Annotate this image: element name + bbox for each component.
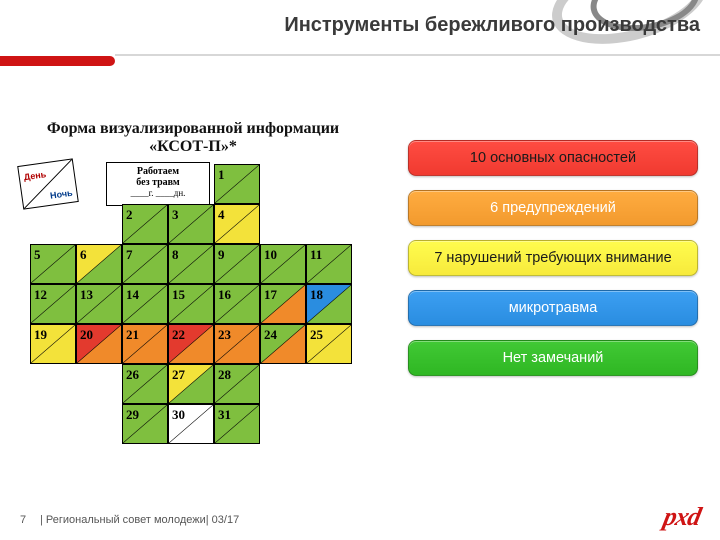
cell-number: 13 — [80, 287, 93, 303]
calendar-cell-31: 31 — [214, 404, 260, 444]
day-night-box: День Ночь — [17, 158, 79, 209]
calendar-cell-12: 12 — [30, 284, 76, 324]
cell-number: 16 — [218, 287, 231, 303]
calendar-cell-20: 20 — [76, 324, 122, 364]
cell-number: 24 — [264, 327, 277, 343]
workbox-line3: ____г. ____дн. — [107, 188, 209, 198]
calendar-cell-25: 25 — [306, 324, 352, 364]
calendar-cell-24: 24 — [260, 324, 306, 364]
calendar-cell-7: 7 — [122, 244, 168, 284]
cell-number: 7 — [126, 247, 133, 263]
cell-number: 20 — [80, 327, 93, 343]
calendar-cell-27: 27 — [168, 364, 214, 404]
calendar-cell-30: 30 — [168, 404, 214, 444]
calendar-cell-17: 17 — [260, 284, 306, 324]
legend-button-0[interactable]: 10 основных опасностей — [408, 140, 698, 176]
calendar-cell-28: 28 — [214, 364, 260, 404]
header-decoration — [550, 0, 720, 80]
calendar-cell-23: 23 — [214, 324, 260, 364]
cell-number: 19 — [34, 327, 47, 343]
calendar-cell-18: 18 — [306, 284, 352, 324]
calendar-cell-14: 14 — [122, 284, 168, 324]
cell-number: 5 — [34, 247, 41, 263]
legend-button-2[interactable]: 7 нарушений требующих внимание — [408, 240, 698, 276]
legend-button-3[interactable]: микротравма — [408, 290, 698, 326]
legend-button-4[interactable]: Нет замечаний — [408, 340, 698, 376]
calendar-cell-4: 4 — [214, 204, 260, 244]
calendar-cell-13: 13 — [76, 284, 122, 324]
calendar-cell-5: 5 — [30, 244, 76, 284]
workbox-line2: без травм — [107, 177, 209, 188]
cell-number: 3 — [172, 207, 179, 223]
calendar-cell-22: 22 — [168, 324, 214, 364]
ksotp-form: Форма визуализированной информации «КСОТ… — [18, 120, 368, 157]
calendar-cell-1: 1 — [214, 164, 260, 204]
page-title: Инструменты бережливого производства — [284, 14, 700, 37]
calendar-cell-16: 16 — [214, 284, 260, 324]
calendar-cell-19: 19 — [30, 324, 76, 364]
cell-number: 11 — [310, 247, 322, 263]
cell-number: 8 — [172, 247, 179, 263]
header-bar — [0, 50, 720, 68]
cell-number: 12 — [34, 287, 47, 303]
cell-number: 9 — [218, 247, 225, 263]
calendar-cell-9: 9 — [214, 244, 260, 284]
cell-number: 2 — [126, 207, 133, 223]
cell-number: 6 — [80, 247, 87, 263]
work-without-injuries-box: Работаем без травм ____г. ____дн. — [106, 162, 210, 206]
rzd-logo: pxd — [661, 502, 703, 532]
cell-number: 4 — [218, 207, 225, 223]
cell-number: 18 — [310, 287, 323, 303]
calendar-cell-15: 15 — [168, 284, 214, 324]
cell-number: 14 — [126, 287, 139, 303]
cell-number: 15 — [172, 287, 185, 303]
cell-number: 10 — [264, 247, 277, 263]
workbox-line1: Работаем — [107, 166, 209, 177]
cell-number: 25 — [310, 327, 323, 343]
calendar-cell-3: 3 — [168, 204, 214, 244]
form-title-line1: Форма визуализированной информации — [47, 120, 339, 137]
page-number: 7 — [20, 514, 26, 526]
cell-number: 27 — [172, 367, 185, 383]
footer-text: | Региональный совет молодежи| 03/17 — [40, 514, 239, 526]
calendar-cell-11: 11 — [306, 244, 352, 284]
cell-number: 1 — [218, 167, 225, 183]
cell-number: 28 — [218, 367, 231, 383]
cell-number: 30 — [172, 407, 185, 423]
calendar-cell-29: 29 — [122, 404, 168, 444]
calendar-cell-10: 10 — [260, 244, 306, 284]
cell-number: 21 — [126, 327, 139, 343]
calendar-cell-2: 2 — [122, 204, 168, 244]
form-title-line2: «КСОТ-П»* — [149, 138, 237, 155]
cell-number: 26 — [126, 367, 139, 383]
cell-number: 31 — [218, 407, 231, 423]
legend-button-1[interactable]: 6 предупреждений — [408, 190, 698, 226]
legend-buttons: 10 основных опасностей 6 предупреждений 7 … — [408, 140, 698, 390]
form-title: Форма визуализированной информации «КСОТ… — [18, 120, 368, 157]
calendar-cell-21: 21 — [122, 324, 168, 364]
cell-number: 22 — [172, 327, 185, 343]
cell-number: 23 — [218, 327, 231, 343]
cell-number: 29 — [126, 407, 139, 423]
calendar-cell-6: 6 — [76, 244, 122, 284]
calendar-cell-26: 26 — [122, 364, 168, 404]
header: Инструменты бережливого производства — [0, 0, 720, 70]
calendar-cell-8: 8 — [168, 244, 214, 284]
cell-number: 17 — [264, 287, 277, 303]
